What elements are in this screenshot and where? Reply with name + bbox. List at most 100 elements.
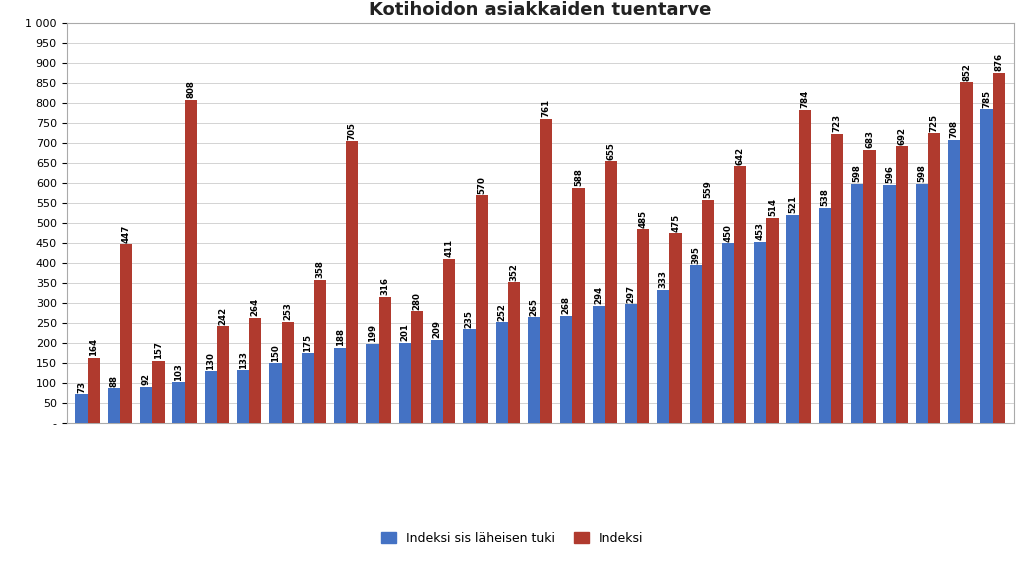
Text: 450: 450: [724, 223, 732, 241]
Text: 692: 692: [897, 127, 906, 145]
Bar: [961, 82, 973, 423]
Text: 358: 358: [315, 260, 325, 278]
Text: 514: 514: [768, 198, 777, 216]
Text: 88: 88: [110, 374, 118, 386]
Text: 175: 175: [303, 334, 312, 352]
Text: 588: 588: [574, 169, 583, 187]
Text: 683: 683: [865, 130, 874, 149]
Text: 157: 157: [154, 341, 163, 359]
Text: 253: 253: [284, 302, 292, 320]
Text: 485: 485: [639, 210, 648, 228]
Text: 453: 453: [756, 222, 765, 240]
Text: 294: 294: [594, 286, 603, 304]
Bar: [379, 297, 391, 423]
Bar: [766, 218, 778, 423]
Text: 411: 411: [444, 239, 454, 257]
Text: 333: 333: [658, 271, 668, 289]
Bar: [980, 109, 992, 423]
Bar: [896, 146, 908, 423]
Text: 316: 316: [380, 277, 389, 295]
Text: 133: 133: [239, 351, 248, 369]
Bar: [217, 327, 229, 423]
Bar: [528, 317, 541, 423]
Bar: [269, 363, 282, 423]
Bar: [431, 340, 443, 423]
Bar: [508, 282, 520, 423]
Bar: [701, 199, 714, 423]
Bar: [915, 184, 928, 423]
Bar: [398, 343, 411, 423]
Bar: [108, 388, 120, 423]
Bar: [560, 316, 572, 423]
Text: 297: 297: [627, 285, 636, 303]
Bar: [184, 100, 197, 423]
Bar: [172, 382, 184, 423]
Bar: [754, 242, 766, 423]
Text: 103: 103: [174, 363, 183, 381]
Text: 761: 761: [542, 99, 551, 117]
Text: 164: 164: [89, 338, 98, 356]
Text: 209: 209: [432, 320, 441, 338]
Bar: [541, 119, 552, 423]
Bar: [314, 280, 327, 423]
Text: 708: 708: [950, 120, 958, 138]
Text: 705: 705: [348, 122, 356, 139]
Bar: [819, 208, 831, 423]
Bar: [799, 109, 811, 423]
Text: 280: 280: [413, 292, 422, 310]
Text: 235: 235: [465, 310, 474, 328]
Bar: [282, 322, 294, 423]
Text: 596: 596: [885, 165, 894, 183]
Text: 395: 395: [691, 246, 700, 264]
Text: 559: 559: [703, 180, 713, 198]
Bar: [689, 265, 701, 423]
Bar: [302, 353, 314, 423]
Bar: [346, 141, 358, 423]
Bar: [734, 166, 746, 423]
Text: 242: 242: [218, 307, 227, 325]
Bar: [670, 233, 682, 423]
Bar: [475, 195, 487, 423]
Text: 265: 265: [529, 298, 539, 316]
Text: 92: 92: [141, 373, 151, 385]
Text: 150: 150: [271, 344, 280, 362]
Text: 475: 475: [671, 214, 680, 232]
Bar: [76, 394, 88, 423]
Bar: [625, 305, 637, 423]
Bar: [572, 188, 585, 423]
Text: 852: 852: [963, 63, 971, 81]
Text: KOTIHOIDON ASIAKKAAT: KOTIHOIDON ASIAKKAAT: [377, 453, 647, 472]
Text: 201: 201: [400, 323, 410, 342]
Text: 785: 785: [982, 89, 991, 108]
Bar: [948, 140, 961, 423]
Text: 642: 642: [736, 147, 744, 165]
Bar: [831, 134, 844, 423]
Bar: [237, 370, 249, 423]
Text: 570: 570: [477, 176, 486, 194]
Bar: [443, 259, 456, 423]
Bar: [496, 323, 508, 423]
Text: 199: 199: [368, 324, 377, 342]
Text: 447: 447: [122, 225, 130, 243]
Text: 264: 264: [251, 298, 260, 316]
Bar: [593, 306, 605, 423]
Bar: [637, 229, 649, 423]
Text: 188: 188: [336, 328, 344, 347]
Text: 808: 808: [186, 81, 196, 98]
Text: 252: 252: [498, 303, 506, 321]
Bar: [334, 348, 346, 423]
Bar: [88, 358, 100, 423]
Text: 352: 352: [510, 263, 518, 281]
Bar: [928, 133, 940, 423]
Bar: [605, 161, 617, 423]
Text: 784: 784: [801, 90, 809, 108]
Bar: [153, 361, 165, 423]
Bar: [786, 215, 799, 423]
Bar: [884, 185, 896, 423]
Bar: [367, 344, 379, 423]
Text: 73: 73: [77, 380, 86, 392]
Text: 598: 598: [853, 165, 862, 183]
Text: 876: 876: [994, 53, 1004, 71]
Bar: [140, 386, 153, 423]
Bar: [992, 73, 1005, 423]
